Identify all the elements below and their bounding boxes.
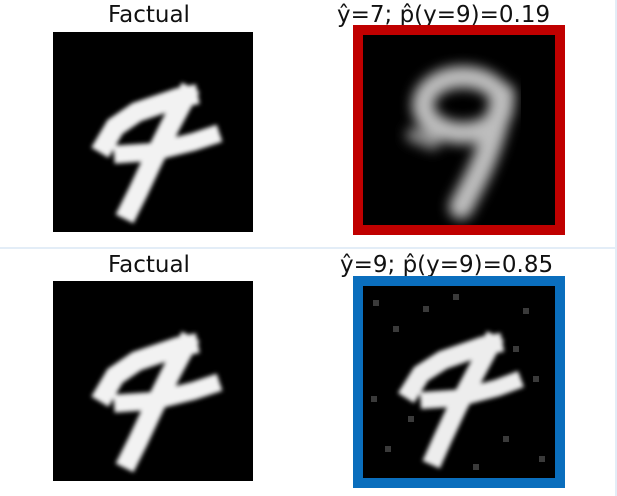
digit-9-blurry-image	[363, 35, 555, 225]
prediction-frame-red	[353, 25, 565, 235]
factual-digit-image	[53, 281, 253, 481]
digit-7-image	[53, 32, 253, 232]
counterfactual-digit-image	[363, 35, 555, 225]
row-2: Factual ŷ=9; p̂(y=9)=0.85	[0, 249, 617, 496]
digit-7-noisy-image	[363, 286, 555, 478]
prediction-frame-blue	[353, 276, 565, 488]
digit-7-image	[53, 281, 253, 481]
row-divider	[0, 247, 617, 249]
counterfactual-digit-image	[363, 286, 555, 478]
factual-digit-image	[53, 32, 253, 232]
factual-title: Factual	[108, 2, 190, 28]
counterfactual-title: ŷ=7; p̂(y=9)=0.19	[337, 2, 551, 28]
counterfactual-title: ŷ=9; p̂(y=9)=0.85	[340, 252, 554, 278]
row-1: Factual ŷ=7; p̂(y=9)=0.19	[0, 0, 617, 247]
factual-title: Factual	[108, 252, 190, 278]
